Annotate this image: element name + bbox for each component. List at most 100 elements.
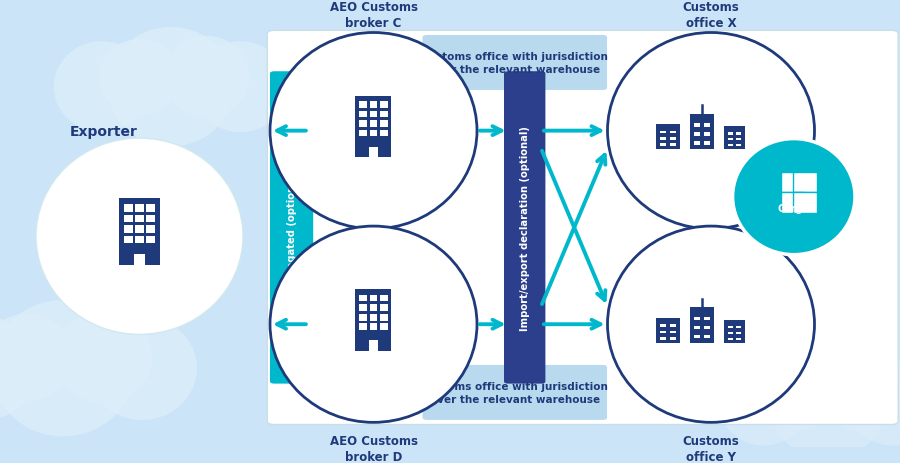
FancyBboxPatch shape xyxy=(380,131,388,137)
FancyBboxPatch shape xyxy=(370,305,377,311)
FancyBboxPatch shape xyxy=(704,335,710,338)
FancyBboxPatch shape xyxy=(727,338,733,340)
Text: Customs office with jurisdiction
over the relevant warehouse: Customs office with jurisdiction over th… xyxy=(421,52,608,75)
FancyBboxPatch shape xyxy=(727,144,733,147)
FancyBboxPatch shape xyxy=(270,72,313,384)
FancyBboxPatch shape xyxy=(356,96,392,157)
FancyBboxPatch shape xyxy=(670,138,676,140)
Ellipse shape xyxy=(608,33,814,229)
Ellipse shape xyxy=(761,359,836,430)
FancyBboxPatch shape xyxy=(660,138,666,140)
FancyBboxPatch shape xyxy=(370,314,377,321)
Ellipse shape xyxy=(0,314,73,401)
FancyBboxPatch shape xyxy=(359,121,367,128)
FancyBboxPatch shape xyxy=(794,193,817,213)
FancyBboxPatch shape xyxy=(724,127,745,150)
FancyBboxPatch shape xyxy=(422,36,607,91)
Ellipse shape xyxy=(770,348,886,459)
FancyBboxPatch shape xyxy=(370,131,377,137)
FancyBboxPatch shape xyxy=(670,338,676,340)
Ellipse shape xyxy=(719,362,808,445)
Text: Import/export declaration (optional): Import/export declaration (optional) xyxy=(519,126,530,330)
Text: AEO Customs
broker D: AEO Customs broker D xyxy=(329,434,418,463)
Ellipse shape xyxy=(270,33,477,229)
FancyBboxPatch shape xyxy=(656,318,680,343)
FancyBboxPatch shape xyxy=(704,317,710,321)
FancyBboxPatch shape xyxy=(359,131,367,137)
FancyBboxPatch shape xyxy=(123,236,132,244)
FancyBboxPatch shape xyxy=(727,133,733,136)
Ellipse shape xyxy=(164,37,249,118)
Ellipse shape xyxy=(733,139,855,255)
FancyBboxPatch shape xyxy=(370,111,377,118)
FancyBboxPatch shape xyxy=(123,205,132,212)
FancyBboxPatch shape xyxy=(380,314,388,321)
FancyBboxPatch shape xyxy=(370,121,377,128)
FancyBboxPatch shape xyxy=(727,326,733,329)
FancyBboxPatch shape xyxy=(694,124,700,128)
Ellipse shape xyxy=(108,28,234,147)
FancyBboxPatch shape xyxy=(359,295,367,302)
FancyBboxPatch shape xyxy=(370,102,377,109)
FancyBboxPatch shape xyxy=(422,365,607,420)
FancyBboxPatch shape xyxy=(736,144,742,147)
FancyBboxPatch shape xyxy=(135,205,144,212)
Ellipse shape xyxy=(99,40,180,116)
FancyBboxPatch shape xyxy=(380,121,388,128)
Ellipse shape xyxy=(193,42,288,133)
Ellipse shape xyxy=(87,317,197,420)
FancyBboxPatch shape xyxy=(724,320,745,343)
FancyBboxPatch shape xyxy=(694,335,700,338)
FancyBboxPatch shape xyxy=(380,111,388,118)
FancyBboxPatch shape xyxy=(370,324,377,330)
FancyBboxPatch shape xyxy=(690,307,714,343)
Text: Customs office with jurisdiction
over the relevant warehouse: Customs office with jurisdiction over th… xyxy=(421,381,608,404)
FancyBboxPatch shape xyxy=(690,114,714,150)
FancyBboxPatch shape xyxy=(660,338,666,340)
FancyBboxPatch shape xyxy=(736,332,742,334)
FancyBboxPatch shape xyxy=(736,338,742,340)
Ellipse shape xyxy=(608,226,814,422)
FancyBboxPatch shape xyxy=(694,133,700,137)
FancyBboxPatch shape xyxy=(794,173,817,193)
Text: AEO Customs
broker C: AEO Customs broker C xyxy=(329,1,418,31)
FancyBboxPatch shape xyxy=(135,236,144,244)
FancyBboxPatch shape xyxy=(359,324,367,330)
FancyBboxPatch shape xyxy=(359,314,367,321)
FancyBboxPatch shape xyxy=(123,215,132,223)
FancyBboxPatch shape xyxy=(147,205,156,212)
FancyBboxPatch shape xyxy=(670,144,676,147)
Ellipse shape xyxy=(821,357,900,432)
FancyBboxPatch shape xyxy=(704,133,710,137)
Ellipse shape xyxy=(0,317,39,420)
FancyBboxPatch shape xyxy=(135,215,144,223)
FancyBboxPatch shape xyxy=(369,341,378,351)
FancyBboxPatch shape xyxy=(356,289,392,351)
FancyBboxPatch shape xyxy=(694,326,700,330)
FancyBboxPatch shape xyxy=(380,295,388,302)
FancyBboxPatch shape xyxy=(704,124,710,128)
FancyBboxPatch shape xyxy=(119,199,160,266)
FancyBboxPatch shape xyxy=(704,326,710,330)
FancyBboxPatch shape xyxy=(656,125,680,150)
FancyBboxPatch shape xyxy=(670,131,676,134)
FancyBboxPatch shape xyxy=(370,295,377,302)
Ellipse shape xyxy=(270,226,477,422)
FancyBboxPatch shape xyxy=(359,305,367,311)
FancyBboxPatch shape xyxy=(736,133,742,136)
FancyBboxPatch shape xyxy=(504,72,545,384)
Ellipse shape xyxy=(848,362,900,445)
Text: Cargo: Cargo xyxy=(778,203,810,213)
FancyBboxPatch shape xyxy=(135,225,144,233)
FancyBboxPatch shape xyxy=(147,225,156,233)
FancyBboxPatch shape xyxy=(380,102,388,109)
FancyBboxPatch shape xyxy=(660,131,666,134)
FancyBboxPatch shape xyxy=(147,236,156,244)
FancyBboxPatch shape xyxy=(359,102,367,109)
FancyBboxPatch shape xyxy=(670,331,676,333)
Ellipse shape xyxy=(0,300,135,437)
Ellipse shape xyxy=(54,311,152,403)
Text: Exporter: Exporter xyxy=(69,125,138,138)
FancyBboxPatch shape xyxy=(660,331,666,333)
FancyBboxPatch shape xyxy=(359,111,367,118)
